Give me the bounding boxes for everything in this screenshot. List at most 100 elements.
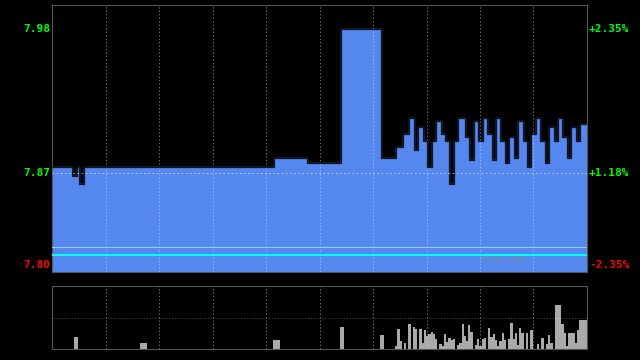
Bar [52, 253, 587, 255]
Text: +2.35%: +2.35% [589, 24, 630, 34]
Bar [457, 345, 460, 349]
Bar [145, 343, 147, 349]
Bar [522, 333, 524, 349]
Bar [395, 346, 397, 349]
Bar [475, 345, 477, 349]
Bar [380, 335, 382, 349]
Bar [502, 333, 504, 349]
Bar [442, 346, 444, 349]
Bar [451, 339, 452, 349]
Bar [497, 346, 499, 349]
Bar [499, 341, 502, 349]
Bar [142, 343, 145, 349]
Bar [435, 339, 437, 349]
Bar [399, 341, 402, 349]
Text: 7.87: 7.87 [23, 168, 51, 178]
Bar [493, 334, 495, 349]
Bar [428, 334, 431, 349]
Bar [52, 267, 587, 269]
Bar [581, 320, 584, 349]
Bar [452, 339, 455, 349]
Bar [586, 320, 588, 349]
Bar [561, 324, 564, 349]
Bar [557, 305, 559, 349]
Bar [426, 336, 428, 349]
Bar [555, 305, 557, 349]
Bar [340, 327, 342, 349]
Bar [510, 323, 513, 349]
Bar [504, 340, 506, 349]
Bar [537, 344, 540, 349]
Bar [52, 255, 587, 256]
Bar [342, 327, 344, 349]
Bar [431, 332, 433, 349]
Bar [460, 343, 461, 349]
Bar [526, 333, 528, 349]
Bar [440, 344, 442, 349]
Bar [579, 320, 581, 349]
Bar [52, 263, 587, 264]
Bar [464, 336, 466, 349]
Bar [444, 333, 446, 349]
Bar [570, 333, 572, 349]
Text: 7.80: 7.80 [23, 260, 51, 270]
Bar [477, 339, 479, 349]
Bar [495, 341, 497, 349]
Bar [52, 261, 587, 262]
Bar [566, 346, 568, 349]
Bar [546, 344, 548, 349]
Bar [404, 343, 406, 349]
Bar [541, 338, 543, 349]
Bar [584, 320, 586, 349]
Bar [488, 328, 490, 349]
Bar [397, 329, 399, 349]
Bar [559, 305, 561, 349]
Bar [140, 343, 142, 349]
Bar [575, 343, 577, 349]
Bar [419, 329, 422, 349]
Bar [519, 328, 522, 349]
Bar [517, 345, 519, 349]
Bar [278, 341, 280, 349]
Bar [468, 325, 470, 349]
Bar [74, 337, 76, 349]
Bar [408, 324, 411, 349]
Bar [564, 333, 566, 349]
Bar [513, 339, 515, 349]
Bar [508, 338, 510, 349]
Bar [52, 257, 587, 258]
Bar [568, 333, 570, 349]
Text: +1.18%: +1.18% [589, 168, 630, 178]
Bar [531, 330, 532, 349]
Bar [52, 258, 587, 259]
Bar [52, 271, 587, 272]
Bar [275, 341, 278, 349]
Bar [448, 338, 451, 349]
Bar [548, 336, 550, 349]
Text: -2.35%: -2.35% [589, 260, 630, 270]
Bar [446, 342, 448, 349]
Bar [52, 265, 587, 266]
Bar [382, 335, 384, 349]
Bar [572, 333, 575, 349]
Text: 7.98: 7.98 [23, 24, 51, 34]
Bar [52, 269, 587, 270]
Bar [484, 338, 486, 349]
Bar [577, 330, 579, 349]
Bar [52, 266, 587, 267]
Bar [424, 330, 426, 349]
Bar [515, 333, 517, 349]
Bar [433, 334, 435, 349]
Bar [415, 329, 417, 349]
Bar [481, 339, 484, 349]
Bar [422, 343, 424, 349]
Text: sina.com: sina.com [480, 255, 523, 264]
Bar [461, 324, 464, 349]
Bar [52, 260, 587, 261]
Bar [470, 333, 473, 349]
Bar [490, 337, 493, 349]
Bar [479, 346, 481, 349]
Bar [413, 327, 415, 349]
Bar [273, 341, 275, 349]
Bar [550, 343, 552, 349]
